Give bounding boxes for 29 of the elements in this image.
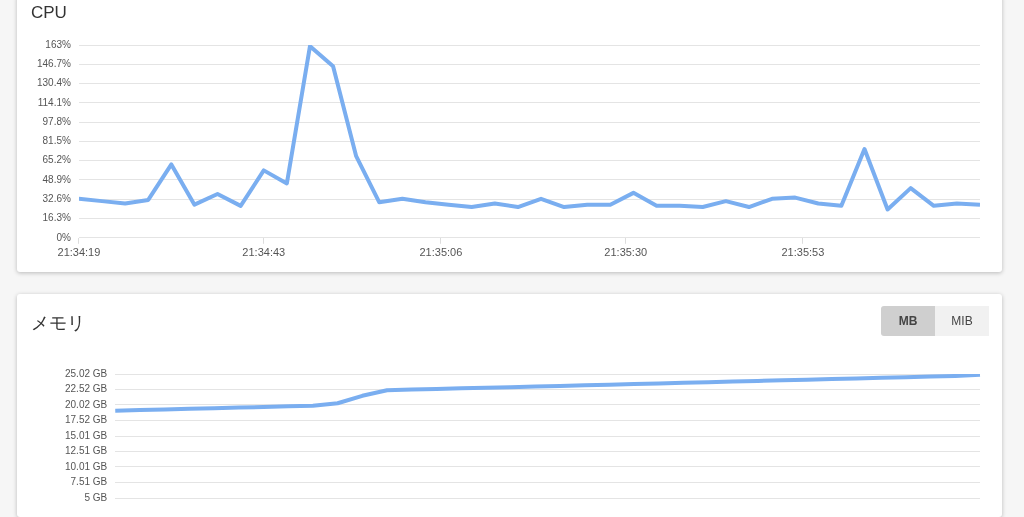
y-tick-label: 114.1% <box>37 96 72 108</box>
y-tick-label: 16.3% <box>42 212 72 224</box>
y-tick-label: 20.02 GB <box>64 398 108 410</box>
y-tick-label: 12.51 GB <box>64 445 108 457</box>
x-tick-label: 21:35:53 <box>781 246 825 259</box>
x-tick-label: 21:35:06 <box>419 246 463 259</box>
y-tick-label: 81.5% <box>42 135 72 147</box>
x-tick-label: 21:35:30 <box>604 246 648 259</box>
y-tick-label: 97.8% <box>42 115 72 127</box>
x-tick-label: 21:34:19 <box>57 246 101 259</box>
y-tick-label: 25.02 GB <box>64 367 108 379</box>
y-tick-label: 17.52 GB <box>64 414 108 426</box>
text: MIB <box>935 306 989 336</box>
y-tick-label: 48.9% <box>42 173 72 185</box>
y-tick-label: 130.4% <box>36 77 72 89</box>
y-tick-label: 22.52 GB <box>64 383 108 395</box>
y-tick-label: 15.01 GB <box>64 429 108 441</box>
y-tick-label: 7.51 GB <box>70 476 108 488</box>
x-tick-label: 21:34:43 <box>242 246 286 259</box>
text: MB <box>881 306 935 336</box>
y-tick-label: 10.01 GB <box>64 460 108 472</box>
y-tick-label: 32.6% <box>42 192 72 204</box>
y-tick-label: 5 GB <box>84 491 108 503</box>
y-tick-label: 0% <box>56 231 72 243</box>
chart-title: CPU <box>31 3 67 23</box>
y-tick-label: 65.2% <box>42 154 72 166</box>
chart-title: メモリ <box>31 312 85 335</box>
y-tick-label: 163% <box>45 38 72 50</box>
y-tick-label: 146.7% <box>36 58 72 70</box>
